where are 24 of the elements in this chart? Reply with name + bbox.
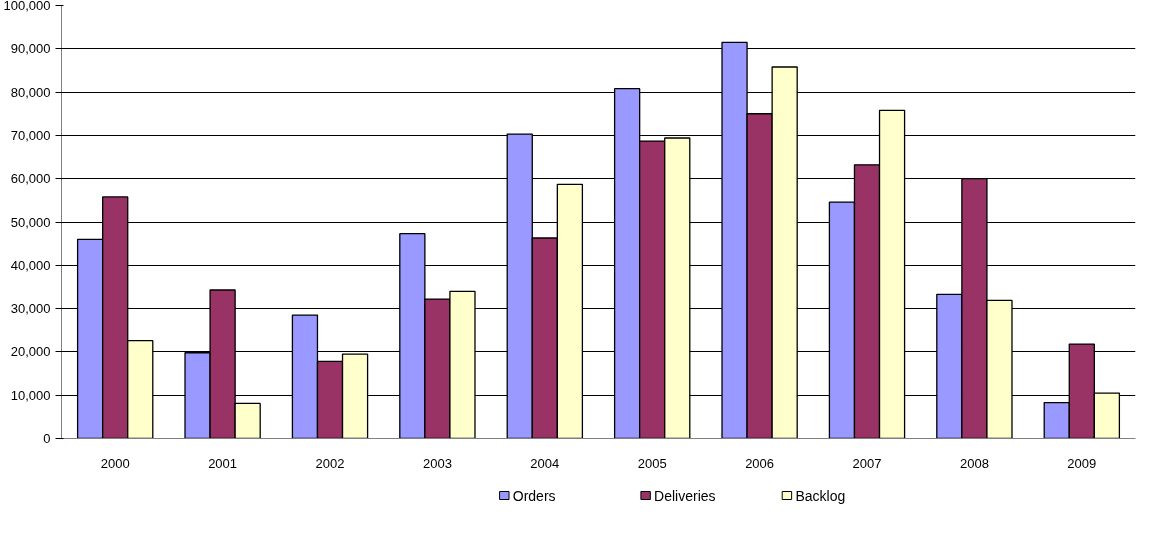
y-tick-label: 80,000 xyxy=(10,84,51,100)
x-tick-label: 2009 xyxy=(1067,455,1097,471)
x-tick-label: 2000 xyxy=(100,455,130,471)
y-tick-label: 90,000 xyxy=(10,41,51,57)
x-tick-label: 2005 xyxy=(637,455,667,471)
y-tick-label: 10,000 xyxy=(10,387,51,403)
x-tick-label: 2007 xyxy=(852,455,882,471)
x-tick-label: 2008 xyxy=(959,455,989,471)
y-tick-label: 40,000 xyxy=(10,257,51,273)
legend-label: Backlog xyxy=(795,487,846,504)
y-tick-label: 100,000 xyxy=(3,0,51,13)
x-tick-label: 2002 xyxy=(315,455,345,471)
x-tick-label: 2006 xyxy=(745,455,775,471)
legend-label: Deliveries xyxy=(654,487,716,504)
y-tick-label: 20,000 xyxy=(10,344,51,360)
y-tick-label: 60,000 xyxy=(10,171,51,187)
x-tick-label: 2004 xyxy=(530,455,560,471)
y-tick-label: 30,000 xyxy=(10,301,51,317)
y-tick-label: 0 xyxy=(43,431,51,446)
legend-label: Orders xyxy=(512,487,556,504)
x-tick-label: 2001 xyxy=(208,455,238,471)
y-tick-label: 50,000 xyxy=(10,214,51,230)
x-tick-label: 2003 xyxy=(422,455,452,471)
y-tick-label: 70,000 xyxy=(10,127,51,143)
